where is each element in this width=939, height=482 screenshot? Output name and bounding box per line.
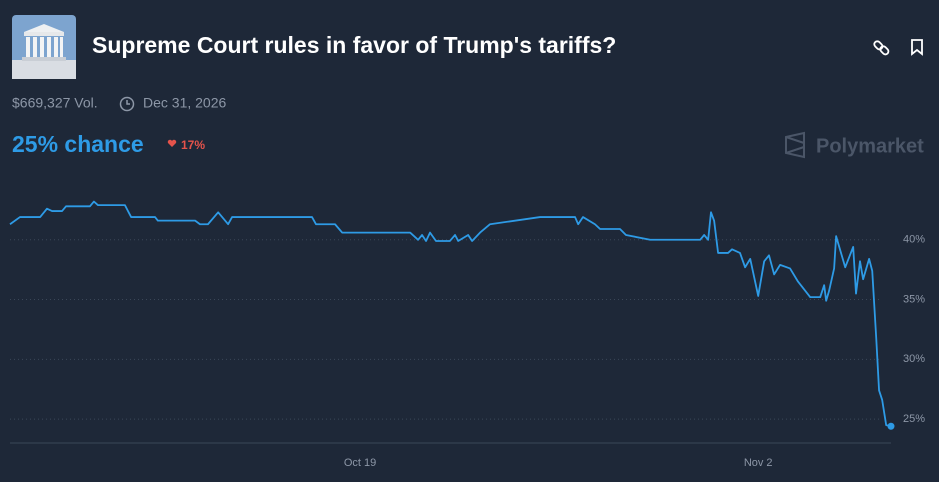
y-tick-label: 30%: [903, 353, 925, 365]
chance: 25% chance: [12, 131, 144, 157]
bookmark-button[interactable]: [911, 39, 923, 56]
clock-hands: [126, 100, 130, 105]
end-date: Dec 31, 2026: [143, 95, 226, 111]
y-tick-label: 35%: [903, 293, 925, 305]
volume: $669,327 Vol.: [12, 95, 98, 111]
thumbnail: [12, 15, 76, 79]
last-point: [887, 422, 895, 430]
clock-icon: [119, 96, 135, 112]
chart: 25% 30% 35% 40% Oct 19 Nov 2: [9, 200, 925, 469]
market-title: Supreme Court rules in favor of Trump's …: [92, 32, 616, 58]
down-icon: [167, 139, 177, 147]
brand-logo: [785, 131, 805, 159]
y-tick-label: 40%: [903, 234, 925, 246]
x-tick-label: Oct 19: [344, 457, 376, 469]
y-tick-label: 25%: [903, 413, 925, 425]
price-line: [9, 200, 892, 428]
x-tick-label: Nov 2: [744, 457, 773, 469]
link-button[interactable]: [873, 40, 890, 56]
change: 17%: [181, 138, 205, 152]
brand-name: Polymarket: [816, 135, 924, 157]
